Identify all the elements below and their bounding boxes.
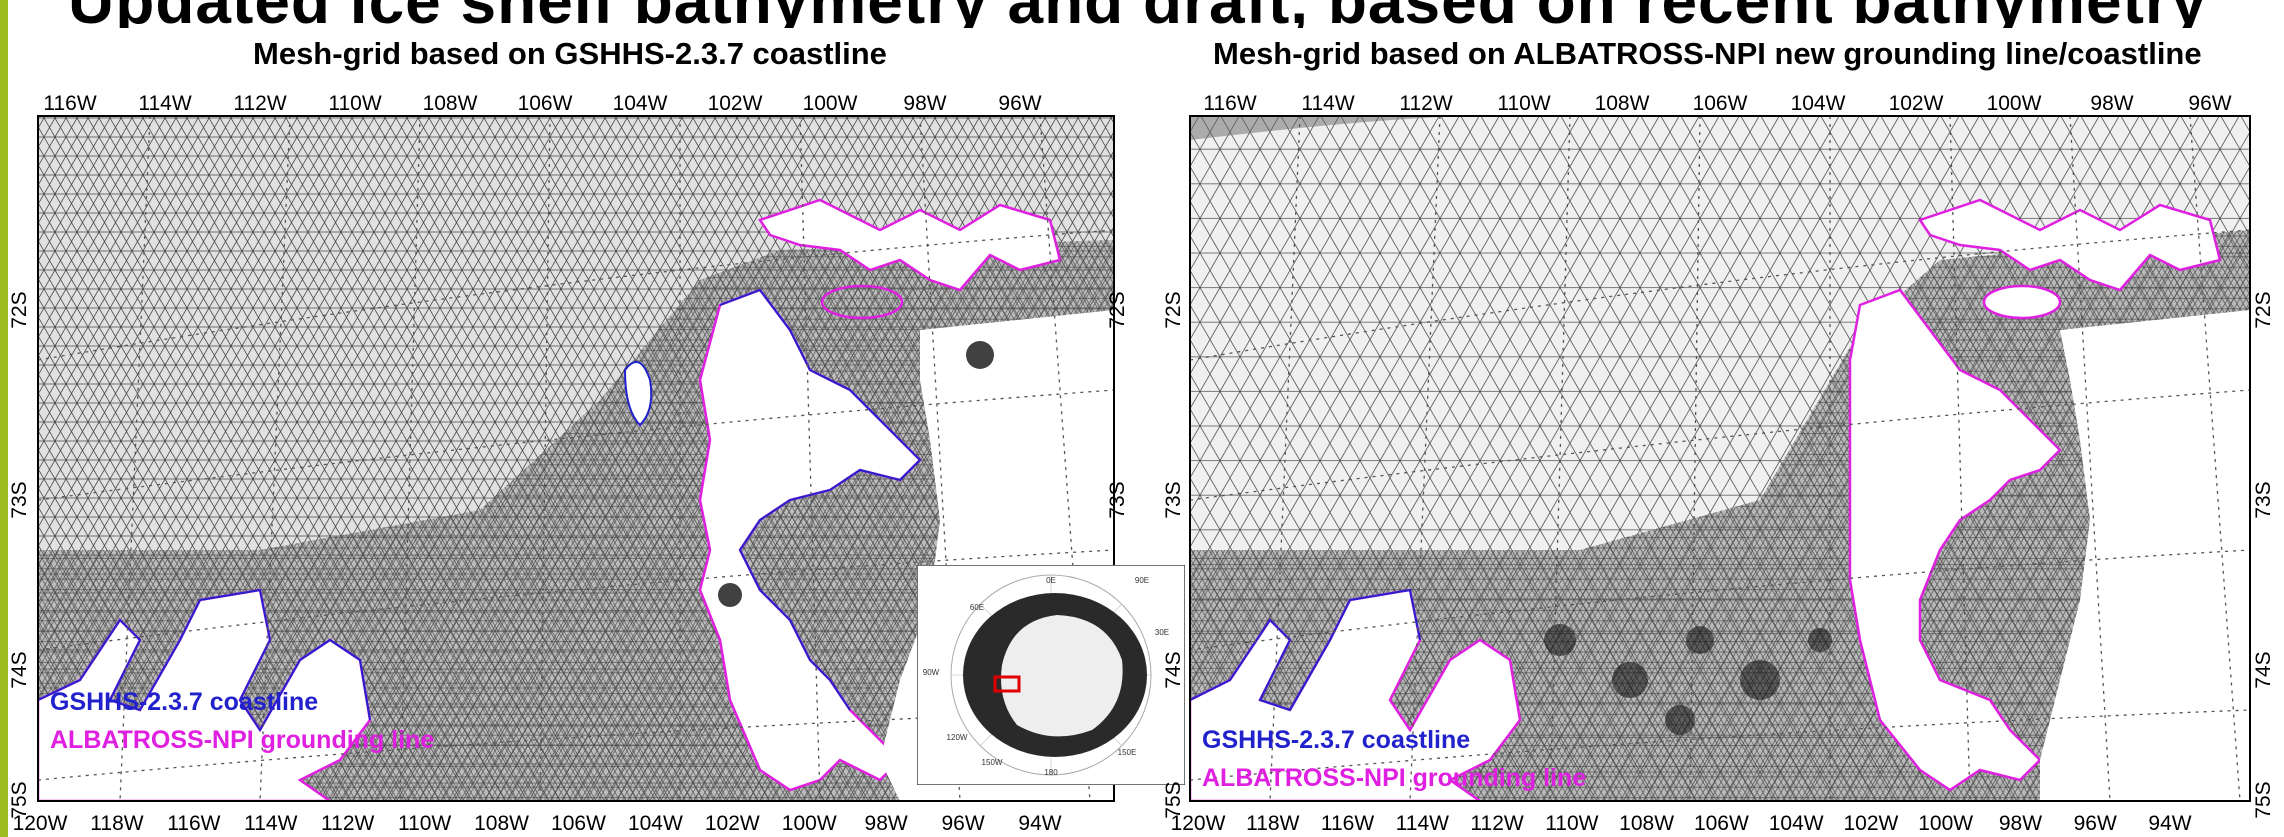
bottom-tick-label: 100W — [1918, 812, 1973, 835]
grounding-loop — [820, 284, 904, 320]
bottom-tick-label: 102W — [1843, 812, 1898, 835]
bottom-tick-label: 114W — [244, 812, 297, 835]
bottom-tick-label: 108W — [474, 812, 529, 835]
panel-title-right: Mesh-grid based on ALBATROSS-NPI new gro… — [1213, 36, 2202, 71]
top-tick-label: 98W — [903, 92, 946, 115]
bottom-tick-label: 94W — [2148, 812, 2191, 835]
right-tick-label: 73S — [1106, 481, 1129, 518]
left-tick-label: 75S — [1162, 781, 1185, 818]
peninsula-land — [1848, 288, 2062, 792]
left-tick-label: 73S — [8, 481, 31, 518]
left-tick-label: 75S — [8, 781, 31, 818]
top-tick-label: 102W — [1889, 92, 1944, 115]
top-tick-label: 96W — [2188, 92, 2231, 115]
inset-label: 180 — [1044, 768, 1058, 777]
slide-header: Updated ice shelf bathymetry and draft, … — [68, 0, 2207, 28]
map-panel-right: 116W 114W 112W 110W 108W 106W 104W 102W 100W 98W 9… — [1162, 92, 2275, 835]
bottom-tick-label: 96W — [941, 812, 984, 835]
bottom-tick-label: 98W — [1999, 812, 2042, 835]
inset-label: 90E — [1135, 576, 1149, 585]
inset-label: 150W — [982, 758, 1003, 767]
left-tick-label: 74S — [1162, 651, 1185, 688]
bottom-tick-label: 100W — [782, 812, 837, 835]
right-tick-label: 72S — [2252, 291, 2275, 328]
left-tick-label: 72S — [1162, 291, 1185, 328]
header-strip: Updated ice shelf bathymetry and draft, … — [8, 0, 2284, 28]
bottom-tick-label: 118W — [1246, 812, 1299, 835]
bottom-tick-label: 112W — [1470, 812, 1523, 835]
bottom-tick-label: 98W — [865, 812, 908, 835]
inset-label: 30E — [1155, 628, 1169, 637]
bottom-tick-label: 106W — [551, 812, 606, 835]
bottom-tick-label: 120W — [13, 812, 68, 835]
left-tick-label: 72S — [8, 291, 31, 328]
top-tick-label: 114W — [1301, 92, 1354, 115]
island — [623, 361, 653, 427]
top-tick-label: 112W — [233, 92, 286, 115]
bottom-tick-label: 104W — [1769, 812, 1824, 835]
bottom-tick-label: 112W — [321, 812, 374, 835]
inset-label: 90W — [923, 668, 940, 677]
bottom-tick-label: 114W — [1396, 812, 1449, 835]
bottom-tick-label: 118W — [90, 812, 143, 835]
land-mass — [1918, 198, 2222, 292]
bottom-tick-label: 108W — [1619, 812, 1674, 835]
inset-label: 120W — [947, 733, 968, 742]
top-tick-label: 106W — [1693, 92, 1748, 115]
inset-label: 60E — [970, 603, 984, 612]
bottom-tick-label: 116W — [1321, 812, 1374, 835]
inset-label: 150E — [1118, 748, 1137, 757]
top-tick-label: 106W — [518, 92, 573, 115]
top-tick-label: 104W — [1791, 92, 1846, 115]
legend-coastline: GSHHS-2.3.7 coastline — [50, 688, 318, 716]
bottom-tick-label: 116W — [167, 812, 220, 835]
top-tick-label: 108W — [423, 92, 478, 115]
right-tick-label: 72S — [1106, 291, 1129, 328]
top-tick-label: 110W — [328, 92, 381, 115]
grounding-loop — [1982, 284, 2062, 320]
inset-label: 0E — [1046, 576, 1056, 585]
right-tick-label: 73S — [2252, 481, 2275, 518]
top-tick-label: 110W — [1497, 92, 1550, 115]
legend-grounding: ALBATROSS-NPI grounding line — [1202, 764, 1586, 792]
top-tick-label: 98W — [2090, 92, 2133, 115]
bottom-tick-label: 106W — [1694, 812, 1749, 835]
top-tick-label: 116W — [1203, 92, 1256, 115]
bottom-tick-label: 110W — [1545, 812, 1598, 835]
top-tick-label: 114W — [138, 92, 191, 115]
top-tick-label: 116W — [43, 92, 96, 115]
accent-bar — [0, 0, 8, 837]
panel-title-left: Mesh-grid based on GSHHS-2.3.7 coastline — [253, 36, 887, 71]
inset-highlight-box — [993, 675, 1021, 693]
top-tick-label: 100W — [803, 92, 858, 115]
right-tick-label: 74S — [2252, 651, 2275, 688]
bottom-tick-label: 94W — [1018, 812, 1061, 835]
left-tick-label: 74S — [8, 651, 31, 688]
bottom-tick-label: 104W — [628, 812, 683, 835]
bottom-tick-label: 110W — [398, 812, 451, 835]
right-tick-label: 75S — [2252, 781, 2275, 818]
top-tick-label: 102W — [708, 92, 763, 115]
inset-map: 90E 0E 60E 90W 120W 180 150E 150W 30E — [917, 565, 1185, 785]
bottom-tick-label: 96W — [2074, 812, 2117, 835]
top-tick-label: 100W — [1987, 92, 2042, 115]
top-tick-label: 108W — [1595, 92, 1650, 115]
top-tick-label: 104W — [613, 92, 668, 115]
top-tick-label: 112W — [1399, 92, 1452, 115]
bottom-tick-label: 120W — [1171, 812, 1226, 835]
legend-coastline: GSHHS-2.3.7 coastline — [1202, 726, 1470, 754]
antarctica — [1001, 615, 1123, 737]
map-frame — [37, 115, 1115, 802]
top-tick-label: 96W — [998, 92, 1041, 115]
land-mass — [758, 198, 1062, 292]
bottom-tick-label: 102W — [705, 812, 760, 835]
legend-grounding: ALBATROSS-NPI grounding line — [50, 726, 434, 754]
left-tick-label: 73S — [1162, 481, 1185, 518]
map-frame — [1189, 115, 2251, 802]
